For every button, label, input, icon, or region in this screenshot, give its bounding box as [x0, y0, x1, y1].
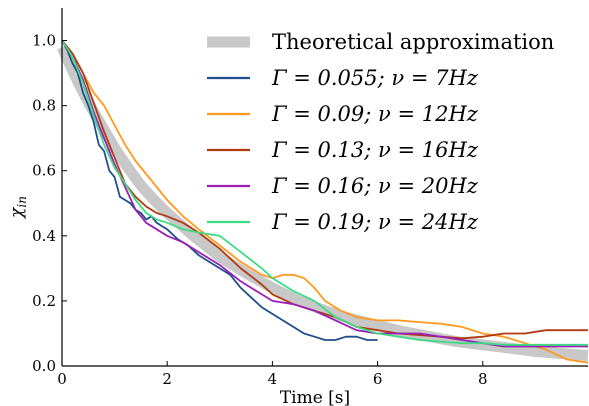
- y-axis-title-symbol: χ: [7, 206, 27, 219]
- x-tick-label: 2: [162, 370, 172, 388]
- series-line-2: [61, 39, 589, 364]
- legend-label-5: Γ = 0.19; ν = 24Hz: [271, 210, 479, 234]
- x-tick-label: 0: [57, 370, 67, 388]
- axes: [61, 8, 588, 367]
- y-axis-title-subscript: in: [15, 196, 29, 208]
- series-line-3: [61, 39, 588, 340]
- tick-marks: [61, 40, 484, 367]
- legend-label-0: Theoretical approximation: [272, 30, 554, 54]
- series-line-5: [61, 40, 588, 346]
- y-tick-label: 0.4: [32, 227, 56, 245]
- x-axis-title: Time [s]: [280, 388, 350, 406]
- series-line-1: [61, 40, 378, 341]
- tick-labels: 0 2 4 6 8 0.0 0.2 0.4 0.6 0.8 1.0: [32, 32, 487, 388]
- legend: Theoretical approximation Γ = 0.055; ν = …: [207, 30, 554, 234]
- y-tick-label: 0.2: [32, 292, 56, 310]
- x-tick-label: 4: [268, 370, 278, 388]
- legend-label-3: Γ = 0.13; ν = 16Hz: [271, 138, 479, 162]
- series-lines: [56, 39, 589, 364]
- y-tick-label: 1.0: [32, 32, 56, 50]
- y-tick-label: 0.0: [32, 357, 56, 375]
- y-tick-label: 0.6: [32, 162, 56, 180]
- x-tick-label: 6: [373, 370, 383, 388]
- series-line-0: [56, 44, 589, 362]
- x-tick-label: 8: [478, 370, 488, 388]
- legend-label-2: Γ = 0.09; ν = 12Hz: [271, 102, 479, 126]
- legend-label-1: Γ = 0.055; ν = 7Hz: [271, 66, 479, 90]
- legend-label-4: Γ = 0.16; ν = 20Hz: [271, 174, 479, 198]
- y-axis-title: χin: [7, 196, 29, 219]
- y-tick-label: 0.8: [32, 97, 56, 115]
